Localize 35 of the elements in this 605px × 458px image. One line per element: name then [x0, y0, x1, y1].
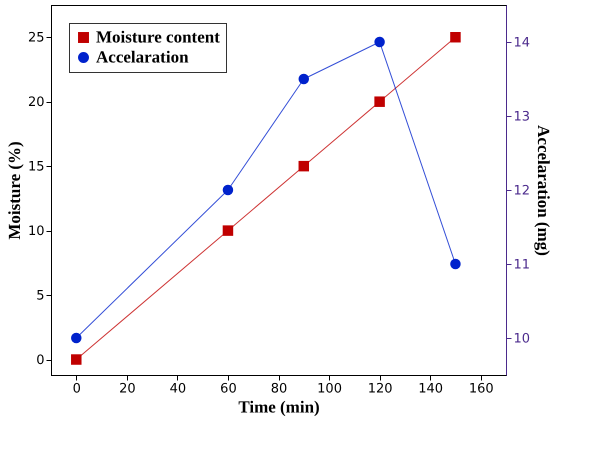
x-tick-label: 20	[119, 382, 136, 396]
x-tick-label: 140	[418, 382, 444, 396]
x-tick-label: 0	[72, 382, 81, 396]
y-tick-label: 5	[36, 288, 44, 304]
x-tick-label: 80	[270, 382, 288, 396]
x-axis-title: Time (min)	[238, 398, 320, 416]
point	[374, 96, 385, 107]
point	[71, 354, 82, 365]
x-tick-label: 60	[220, 382, 237, 396]
y-tick-label: 25	[28, 30, 44, 46]
x-tick-label: 40	[170, 382, 186, 396]
y-tick-label: 15	[28, 160, 44, 175]
y-axis-title: Moisture (%)	[4, 141, 24, 240]
x-tick-label: 120	[368, 382, 393, 396]
x-tick-label: 160	[468, 382, 494, 396]
y2-tick-label: 14	[514, 36, 530, 50]
point	[298, 160, 310, 172]
y2-tick-label: 11	[514, 258, 530, 272]
point	[222, 184, 234, 196]
legend-label: Accelaration	[96, 48, 190, 66]
x-tick-label: 100	[317, 382, 342, 396]
y2-tick-label: 10	[514, 332, 530, 346]
legend-label: Moisture content	[96, 28, 220, 46]
y-tick-label: 0	[36, 353, 44, 368]
point	[450, 258, 461, 270]
point	[71, 332, 82, 344]
point	[450, 32, 461, 42]
point	[374, 36, 385, 48]
y2-axis-title: Accelaration (mg)	[534, 125, 554, 256]
y-tick-label: 20	[28, 95, 44, 110]
point	[298, 74, 310, 84]
y2-tick-label: 12	[514, 184, 530, 198]
y2-tick-label: 13	[514, 110, 530, 124]
y-tick-label: 10	[28, 224, 44, 240]
point	[222, 225, 234, 236]
